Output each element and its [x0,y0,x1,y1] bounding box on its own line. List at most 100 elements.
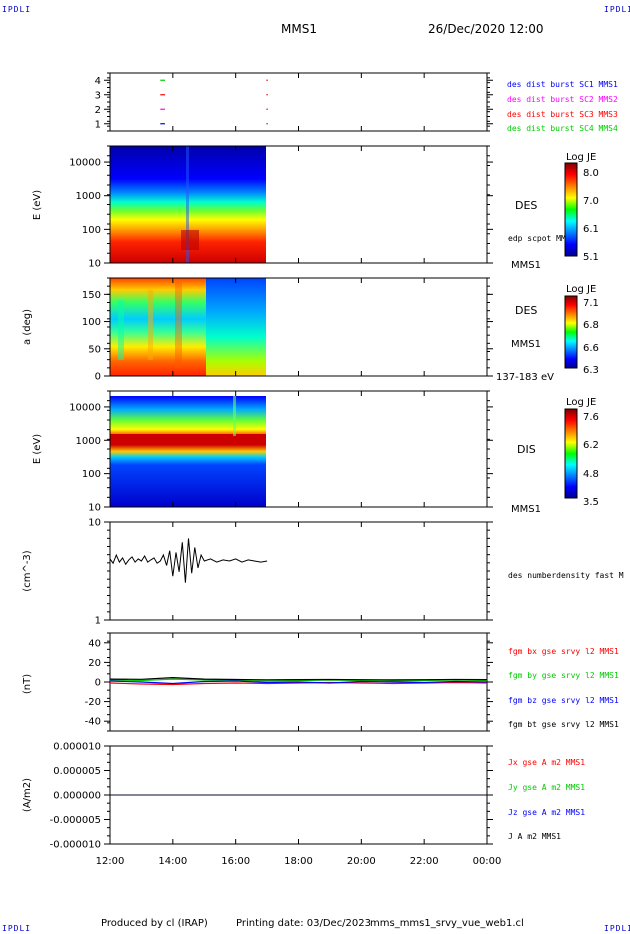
des-energy-ylabel: E (eV) [32,190,43,220]
legend-burst-sc1: des dist burst SC1 MMS1 [507,80,618,89]
dis-energy-spacecraft: MMS1 [511,504,541,515]
panel-des-pitch: 0 50 100 150 a (deg) DES MMS1 137-183 eV Lo… [22,277,599,383]
des-pitch-colorbar-title: Log JE [566,284,596,295]
footer-producer: Produced by cl (IRAP) [101,918,208,929]
des-energy-colorbar-title: Log JE [566,152,596,163]
panel-dis-energy: 10 100 1000 10000 E (eV) DIS MMS1 Log JE 7.… [32,390,599,515]
y-tick-label-4-1: 10 [88,518,101,529]
density-ylabel: (cm^-3) [22,550,33,591]
legend-j: J A m2 MMS1 [508,832,561,841]
dis-energy-cb-tick-0: 7.6 [583,412,599,423]
panel-density-y-ticks: 1 10 [88,518,493,627]
y-tick-label-3-0: 10 [88,503,101,514]
des-energy-cb-tick-3: 5.1 [583,252,599,263]
burst-dot-1 [266,123,268,125]
panel-dis-energy-y-ticks: 10 100 1000 10000 [69,390,493,514]
panel-burst-frame [109,72,488,132]
legend-jz: Jz gse A m2 MMS1 [508,808,585,817]
corner-label-top-right: IPDLI [604,5,630,14]
y-tick-label-3-3: 10000 [69,402,101,413]
legend-jy: Jy gse A m2 MMS1 [508,783,585,792]
current-ylabel: (A/m2) [22,778,33,812]
panel-current: -0.000010 -0.000005 0.000000 0.000005 0.0000… [22,742,585,851]
bfield-line-3 [109,676,488,681]
des-energy-cb-tick-2: 6.1 [583,224,599,235]
des-pitch-spacecraft: MMS1 [511,339,541,350]
footer-printing-date: Printing date: 03/Dec/2023 [236,918,372,929]
panel-des-pitch-y-ticks: 0 50 100 150 [82,277,493,383]
legend-bz: fgm bz gse srvy l2 MMS1 [508,696,619,705]
legend-bx: fgm bx gse srvy l2 MMS1 [508,647,619,656]
panel-des-energy-y-ticks: 10 100 1000 10000 [69,145,493,270]
des-pitch-stripe-3 [175,282,182,368]
panel-density: 1 10 (cm^-3) des numberdensity fast M [22,518,624,627]
legend-burst-sc3: des dist burst SC3 MMS3 [507,110,618,119]
des-pitch-cb-tick-1: 6.8 [583,320,599,331]
y-tick-label-0-3: 4 [95,76,101,87]
y-tick-label-2-0: 0 [95,372,101,383]
panel-burst: 1 2 3 4 des dist burst SC1 MMS1 des dist bu… [95,72,618,133]
legend-density: des numberdensity fast M [508,571,624,580]
des-pitch-colorbar [564,295,578,369]
des-pitch-cb-tick-3: 6.3 [583,365,599,376]
des-pitch-stripe-2 [148,290,153,360]
dis-energy-cb-tick-3: 3.5 [583,497,599,508]
x-tick-label-3: 18:00 [284,856,313,867]
y-tick-label-0-1: 2 [95,105,101,116]
y-tick-label-1-3: 10000 [69,158,101,169]
panel-des-energy: 10 100 1000 10000 E (eV) DES edp scpot MMS1… [32,145,599,271]
bfield-line-1 [109,678,488,682]
des-pitch-spectrogram-early [110,278,206,376]
y-tick-label-5-3: 20 [88,658,101,669]
panel-bfield-y-ticks: -40 -20 0 20 40 [85,632,493,732]
y-tick-label-5-1: -20 [85,697,101,708]
dis-energy-stripe [233,396,236,436]
panel-density-lines [109,538,268,583]
des-energy-stripe [186,146,189,263]
bfield-ylabel: (nT) [22,674,33,694]
des-energy-cb-tick-0: 8.0 [583,168,599,179]
date-title: 26/Dec/2020 12:00 [428,22,544,36]
corner-label-bottom-left: IPDLI [2,924,32,933]
panel-burst-y-ticks: 1 2 3 4 [95,72,493,132]
x-axis-ticks: 12:00 14:00 16:00 18:00 20:00 22:00 00:00 [96,73,502,867]
density-line [109,538,268,583]
y-tick-label-0-0: 1 [95,119,101,130]
y-tick-label-1-0: 10 [88,259,101,270]
panel-density-frame [109,521,488,621]
des-energy-patch [181,230,199,250]
y-tick-label-6-1: -0.000005 [50,815,101,826]
des-pitch-energy-range: 137-183 eV [496,372,554,383]
panel-current-y-ticks: -0.000010 -0.000005 0.000000 0.000005 0.0000… [50,742,493,851]
corner-label-bottom-right: IPDLI [604,924,630,933]
legend-bt: fgm bt gse srvy l2 MMS1 [508,720,619,729]
legend-burst-sc4: des dist burst SC4 MMS4 [507,124,618,133]
legend-by: fgm by gse srvy l2 MMS1 [508,671,619,680]
dis-energy-ylabel: E (eV) [32,434,43,464]
des-pitch-cb-tick-2: 6.6 [583,343,599,354]
des-pitch-instrument: DES [515,304,537,317]
y-tick-label-0-2: 3 [95,90,101,101]
y-tick-label-6-0: -0.000010 [50,840,101,851]
panel-bfield-lines [109,676,488,686]
x-tick-label-6: 00:00 [473,856,502,867]
y-tick-label-6-3: 0.000005 [53,766,101,777]
dis-energy-spectrogram [110,396,266,507]
y-tick-label-3-1: 100 [82,469,101,480]
dis-energy-colorbar-title: Log JE [566,397,596,408]
panel-burst-marks [160,79,268,125]
x-tick-label-5: 22:00 [410,856,439,867]
burst-dot-3 [266,94,268,96]
des-pitch-spectrogram-late [206,278,266,376]
panel-bfield: -40 -20 0 20 40 (nT) fgm bx gse srvy l2 MMS1… [22,632,619,732]
y-tick-label-6-4: 0.000010 [53,742,101,753]
x-tick-label-4: 20:00 [347,856,376,867]
y-tick-label-6-2: 0.000000 [53,791,101,802]
des-pitch-ylabel: a (deg) [22,309,33,345]
burst-dot-2 [266,108,268,110]
y-tick-label-1-1: 100 [82,225,101,236]
dis-energy-band [110,434,266,445]
des-energy-overlay-label: edp scpot MMS1 [508,234,576,243]
y-tick-label-5-0: -40 [85,717,101,728]
